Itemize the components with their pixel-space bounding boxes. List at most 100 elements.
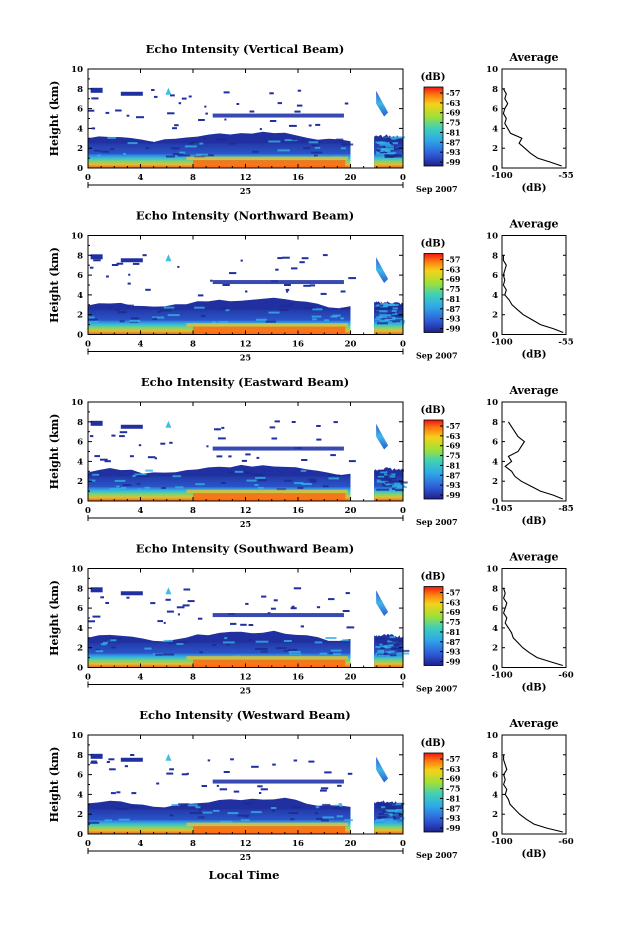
- x-tick-label: 20: [345, 673, 357, 683]
- echo-speckle: [390, 639, 401, 642]
- echo-speckle: [388, 154, 398, 157]
- echo-speckle: [385, 477, 397, 480]
- avg-x-tick-label: -85: [558, 504, 573, 514]
- colorbar-tick-label: -69: [446, 607, 461, 617]
- colorbar-tick-label: -57: [446, 255, 460, 265]
- echo-speckle: [377, 806, 383, 809]
- echo-speckle: [379, 304, 384, 307]
- echo-cloud: [165, 254, 172, 262]
- day-label: 25: [240, 353, 251, 363]
- echo-speckle: [396, 322, 405, 325]
- echo-speckle: [394, 810, 404, 813]
- echo-speckle: [276, 488, 287, 491]
- echo-cloud: [322, 254, 328, 257]
- y-tick-label: 0: [77, 664, 83, 674]
- echo-speckle: [377, 148, 389, 151]
- echo-speckle: [396, 486, 407, 489]
- echo-speckle: [380, 641, 388, 644]
- echo-cloud: [206, 445, 209, 448]
- echo-cloud: [100, 596, 104, 599]
- colorbar: [423, 86, 444, 167]
- avg-title: Average: [508, 551, 558, 564]
- x-tick-label: 16: [292, 506, 304, 516]
- avg-y-tick-label: 8: [492, 251, 498, 261]
- echo-speckle: [379, 143, 392, 146]
- y-tick-label: 4: [77, 457, 83, 467]
- heatmap: [88, 420, 408, 501]
- day-label: 25: [240, 519, 251, 529]
- echo-cloud: [178, 102, 182, 105]
- echo-cloud: [120, 424, 143, 429]
- echo-speckle: [374, 318, 381, 321]
- echo-speckle: [324, 319, 329, 322]
- echo-cloud: [115, 109, 122, 112]
- echo-speckle: [109, 306, 113, 309]
- x-tick-label: 0: [400, 173, 406, 183]
- echo-speckle: [88, 316, 95, 319]
- colorbar-tick-label: -63: [446, 431, 461, 441]
- echo-speckle: [383, 806, 395, 809]
- echo-speckle: [392, 142, 398, 145]
- echo-cloud: [165, 587, 172, 595]
- echo-speckle: [386, 318, 396, 321]
- echo-speckle: [220, 307, 227, 310]
- echo-speckle: [171, 147, 180, 150]
- echo-speckle: [380, 818, 394, 821]
- echo-cloud: [181, 773, 188, 776]
- echo-speckle: [268, 311, 280, 314]
- echo-speckle: [279, 309, 289, 311]
- echo-cloud: [274, 420, 280, 423]
- echo-speckle: [175, 486, 184, 489]
- colorbar-tick-label: -57: [446, 421, 460, 431]
- echo-cloud: [346, 626, 355, 629]
- echo-cloud: [90, 254, 103, 260]
- echo-speckle: [393, 136, 405, 139]
- echo-speckle: [234, 470, 244, 473]
- x-tick-label: 20: [345, 506, 357, 516]
- echo-speckle: [380, 305, 388, 308]
- echo-speckle: [290, 303, 295, 305]
- echo-speckle: [166, 155, 175, 158]
- echo-speckle: [163, 306, 175, 309]
- echo-cloud: [216, 784, 219, 787]
- echo-cloud: [223, 771, 230, 773]
- avg-x-axis-label: (dB): [522, 849, 547, 860]
- echo-speckle: [376, 153, 383, 156]
- echo-speckle: [382, 317, 392, 320]
- echo-speckle: [145, 147, 150, 150]
- echo-speckle: [383, 804, 393, 807]
- echo-cloud: [301, 459, 308, 461]
- echo-cloud: [167, 112, 175, 115]
- echo-cloud: [230, 622, 237, 625]
- panel-3: Echo Intensity (Eastward Beam) Height (km…: [48, 375, 574, 529]
- echo-cloud: [100, 458, 108, 461]
- echo-cloud: [248, 624, 254, 626]
- echo-cloud: [233, 790, 240, 793]
- avg-profile-line: [502, 255, 564, 334]
- echo-cloud: [303, 284, 311, 287]
- avg-title: Average: [508, 218, 558, 231]
- echo-cloud: [229, 272, 237, 275]
- echo-cloud: [186, 772, 189, 775]
- echo-speckle: [377, 651, 385, 654]
- echo-surface-band: [186, 656, 348, 660]
- colorbar-tick-label: -81: [446, 793, 460, 803]
- echo-speckle: [189, 812, 203, 814]
- echo-speckle: [314, 146, 321, 149]
- echo-cloud: [212, 779, 344, 784]
- echo-speckle: [228, 471, 234, 474]
- colorbar-tick-label: -81: [446, 627, 460, 637]
- avg-title: Average: [508, 51, 558, 64]
- panel-5: Echo Intensity (Westward Beam) Height (km…: [48, 708, 574, 862]
- echo-cloud: [340, 290, 346, 293]
- y-tick-label: 2: [77, 477, 83, 487]
- avg-y-tick-label: 0: [492, 497, 498, 507]
- echo-cloud: [299, 261, 305, 264]
- echo-cloud: [204, 105, 207, 108]
- echo-speckle: [111, 646, 116, 649]
- y-tick-label: 10: [71, 398, 83, 408]
- echo-speckle: [389, 311, 395, 314]
- colorbar-tick-label: -69: [446, 774, 461, 784]
- echo-cloud: [145, 288, 151, 291]
- echo-speckle: [201, 315, 206, 318]
